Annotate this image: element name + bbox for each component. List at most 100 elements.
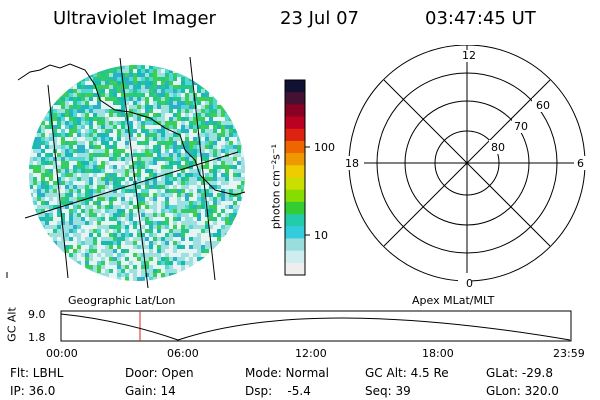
emission-pixel — [185, 257, 189, 261]
emission-pixel — [53, 209, 57, 213]
emission-pixel — [241, 209, 245, 213]
emission-pixel — [209, 77, 213, 81]
emission-pixel — [81, 161, 85, 165]
emission-pixel — [89, 193, 93, 197]
emission-pixel — [157, 125, 161, 129]
emission-pixel — [73, 125, 77, 129]
emission-pixel — [53, 281, 57, 285]
emission-pixel — [125, 121, 129, 125]
emission-pixel — [213, 229, 217, 233]
emission-pixel — [173, 165, 177, 169]
emission-pixel — [217, 137, 221, 141]
emission-pixel — [145, 241, 149, 245]
emission-pixel — [129, 121, 133, 125]
emission-pixel — [145, 137, 149, 141]
emission-pixel — [145, 133, 149, 137]
emission-pixel — [133, 133, 137, 137]
emission-pixel — [241, 237, 245, 241]
emission-pixel — [173, 213, 177, 217]
emission-pixel — [85, 257, 89, 261]
emission-pixel — [61, 213, 65, 217]
emission-pixel — [157, 109, 161, 113]
emission-pixel — [105, 193, 109, 197]
emission-pixel — [105, 109, 109, 113]
emission-pixel — [221, 213, 225, 217]
emission-pixel — [241, 125, 245, 129]
emission-pixel — [201, 257, 205, 261]
emission-pixel — [153, 225, 157, 229]
emission-pixel — [37, 253, 41, 257]
emission-pixel — [125, 65, 129, 69]
emission-pixel — [161, 89, 165, 93]
emission-pixel — [233, 241, 237, 245]
emission-pixel — [169, 237, 173, 241]
emission-pixel — [89, 137, 93, 141]
emission-pixel — [169, 161, 173, 165]
emission-pixel — [69, 197, 73, 201]
emission-pixel — [61, 193, 65, 197]
emission-pixel — [233, 93, 237, 97]
emission-pixel — [189, 225, 193, 229]
emission-pixel — [85, 209, 89, 213]
emission-pixel — [29, 81, 33, 85]
emission-pixel — [81, 253, 85, 257]
emission-pixel — [125, 177, 129, 181]
emission-pixel — [37, 113, 41, 117]
emission-pixel — [117, 133, 121, 137]
emission-pixel — [237, 225, 241, 229]
emission-pixel — [89, 257, 93, 261]
emission-pixel — [161, 69, 165, 73]
emission-pixel — [185, 213, 189, 217]
emission-pixel — [49, 197, 53, 201]
emission-pixel — [197, 233, 201, 237]
emission-pixel — [153, 81, 157, 85]
emission-pixel — [245, 161, 249, 165]
emission-pixel — [49, 81, 53, 85]
emission-pixel — [105, 85, 109, 89]
emission-pixel — [109, 89, 113, 93]
emission-pixel — [153, 77, 157, 81]
emission-pixel — [161, 221, 165, 225]
emission-pixel — [89, 65, 93, 69]
emission-pixel — [133, 269, 137, 273]
emission-pixel — [65, 137, 69, 141]
apex-label: Apex MLat/MLT — [412, 294, 495, 307]
emission-pixel — [29, 185, 33, 189]
emission-pixel — [101, 141, 105, 145]
emission-pixel — [197, 253, 201, 257]
emission-pixel — [209, 185, 213, 189]
emission-pixel — [161, 117, 165, 121]
emission-pixel — [137, 157, 141, 161]
emission-pixel — [85, 149, 89, 153]
emission-pixel — [109, 201, 113, 205]
emission-pixel — [49, 245, 53, 249]
emission-pixel — [97, 117, 101, 121]
emission-pixel — [149, 185, 153, 189]
emission-pixel — [53, 73, 57, 77]
emission-pixel — [93, 145, 97, 149]
emission-pixel — [205, 265, 209, 269]
emission-pixel — [97, 257, 101, 261]
emission-pixel — [133, 233, 137, 237]
emission-pixel — [161, 277, 165, 281]
emission-pixel — [97, 249, 101, 253]
emission-pixel — [113, 181, 117, 185]
emission-pixel — [117, 221, 121, 225]
emission-pixel — [153, 117, 157, 121]
emission-pixel — [129, 101, 133, 105]
emission-pixel — [141, 129, 145, 133]
emission-pixel — [37, 245, 41, 249]
emission-pixel — [169, 225, 173, 229]
emission-pixel — [105, 221, 109, 225]
emission-pixel — [33, 193, 37, 197]
emission-pixel — [65, 221, 69, 225]
emission-pixel — [57, 273, 61, 277]
emission-pixel — [53, 121, 57, 125]
emission-pixel — [109, 225, 113, 229]
emission-pixel — [105, 229, 109, 233]
emission-pixel — [33, 141, 37, 145]
emission-pixel — [81, 105, 85, 109]
emission-pixel — [157, 281, 161, 285]
emission-pixel — [241, 281, 245, 285]
emission-pixel — [45, 237, 49, 241]
